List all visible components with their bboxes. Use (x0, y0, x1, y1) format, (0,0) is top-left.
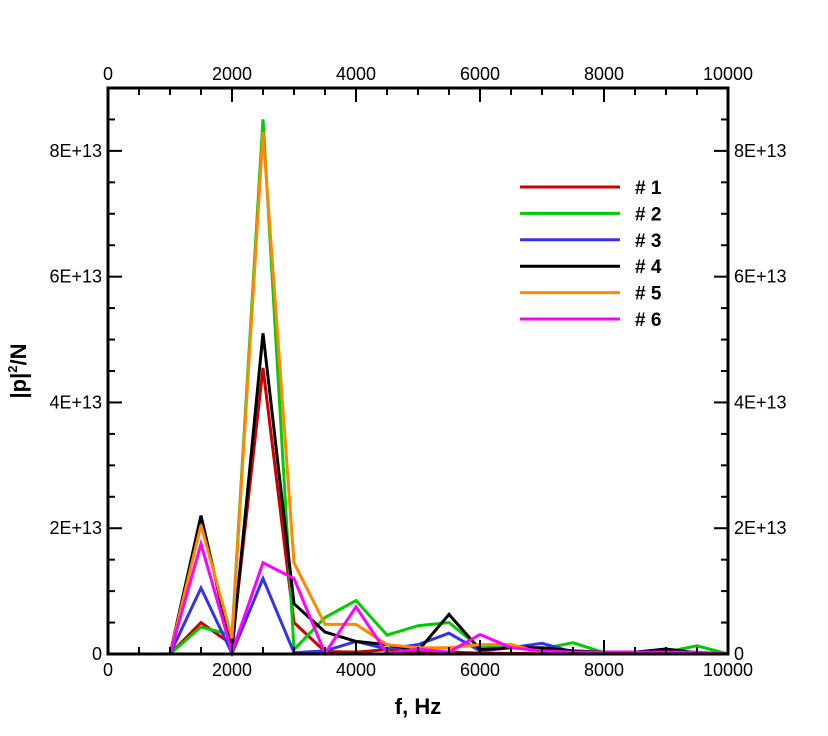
y-tick-label-right: 8E+13 (734, 141, 787, 161)
plot-frame (106, 86, 730, 656)
y-tick-label-left: 8E+13 (49, 141, 102, 161)
series-line-2 (108, 119, 729, 656)
series-line-1 (108, 367, 729, 656)
x-tick-label-top: 2000 (212, 64, 252, 84)
y-tick-label-left: 6E+13 (49, 267, 102, 287)
y-tick-label-right: 2E+13 (734, 518, 787, 538)
legend-label-6: # 6 (635, 310, 661, 331)
legend: # 1 # 2 # 3 # 4 # 5 # 6 (520, 178, 662, 331)
y-tick-label-left: 0 (92, 644, 102, 664)
chart-tick-labels: 0020002000400040006000600080008000100001… (49, 64, 786, 680)
series-line-4 (108, 333, 729, 656)
series-line-6 (108, 538, 729, 658)
x-tick-label-top: 10000 (703, 64, 753, 84)
y-axis-title: |p|2/N (5, 344, 31, 399)
x-tick-label-bottom: 2000 (212, 660, 252, 680)
y-tick-label-right: 4E+13 (734, 392, 787, 412)
legend-label-5: # 5 (635, 284, 662, 305)
x-tick-label-bottom: 4000 (336, 660, 376, 680)
legend-label-2: # 2 (635, 204, 661, 225)
series-line-3 (108, 574, 729, 658)
legend-label-4: # 4 (635, 257, 662, 278)
legend-label-3: # 3 (635, 231, 661, 252)
y-tick-label-left: 2E+13 (49, 518, 102, 538)
y-tick-label-right: 6E+13 (734, 267, 787, 287)
x-tick-label-bottom: 8000 (584, 660, 624, 680)
x-axis-title: f, Hz (395, 694, 441, 719)
x-tick-label-bottom: 0 (103, 660, 113, 680)
x-tick-label-top: 6000 (460, 64, 500, 84)
x-tick-label-top: 0 (103, 64, 113, 84)
y-tick-label-right: 0 (734, 644, 744, 664)
x-tick-label-top: 8000 (584, 64, 624, 84)
chart-series-lines (108, 119, 729, 658)
chart-ticks (107, 87, 729, 655)
y-tick-label-left: 4E+13 (49, 392, 102, 412)
x-tick-label-bottom: 10000 (703, 660, 753, 680)
x-tick-label-top: 4000 (336, 64, 376, 84)
x-tick-label-bottom: 6000 (460, 660, 500, 680)
legend-label-1: # 1 (635, 178, 662, 199)
